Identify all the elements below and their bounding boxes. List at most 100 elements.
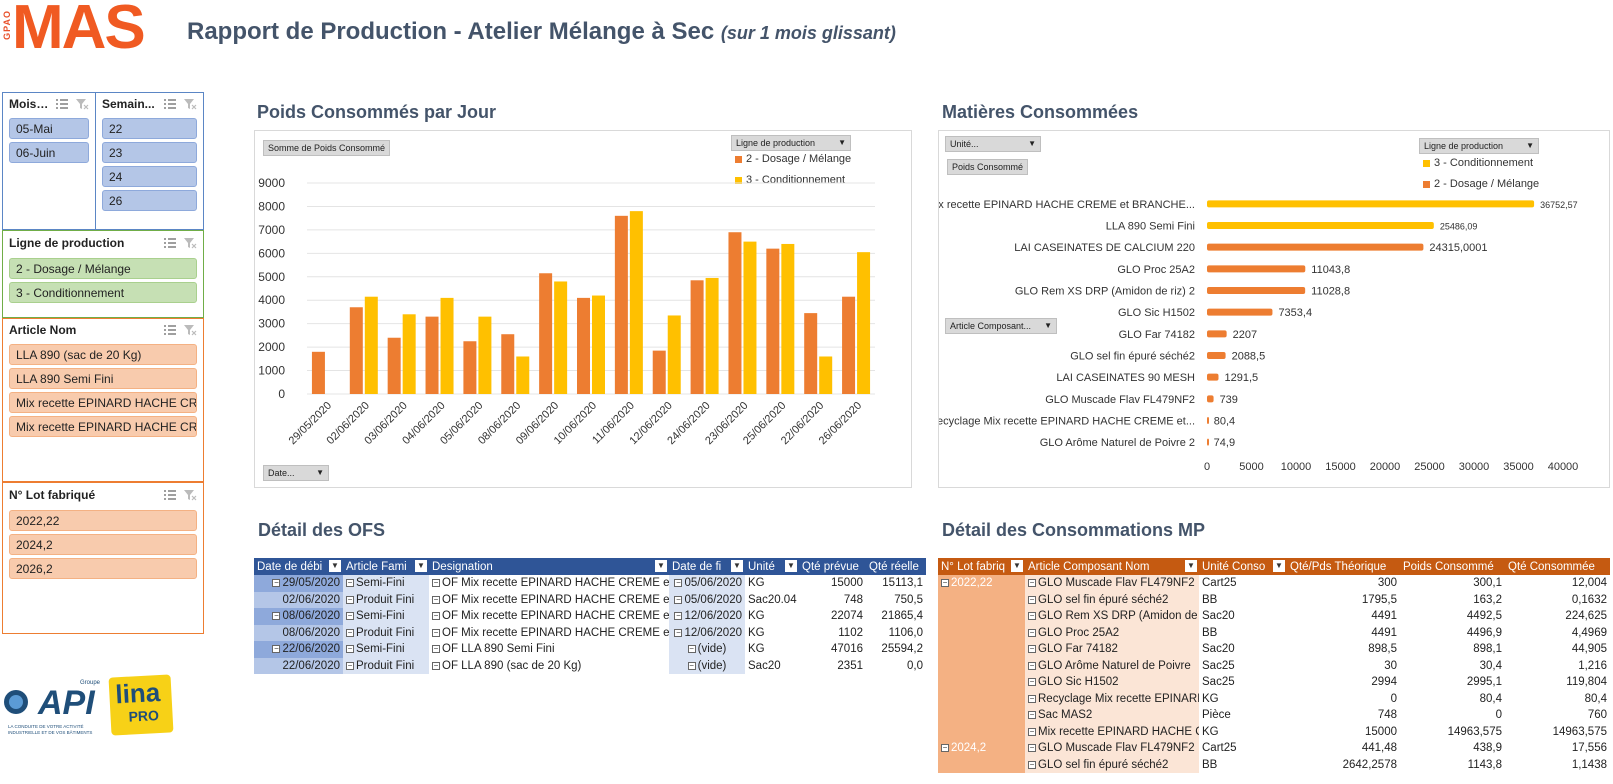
slicer-article-item[interactable]: LLA 890 Semi Fini <box>9 368 197 389</box>
collapse-icon[interactable]: − <box>1028 660 1036 670</box>
collapse-icon[interactable]: − <box>432 578 440 588</box>
bar[interactable] <box>804 313 818 394</box>
collapse-icon[interactable]: − <box>1028 644 1036 654</box>
collapse-icon[interactable]: − <box>1028 726 1036 736</box>
filter-dropdown-icon[interactable]: ▼ <box>1185 560 1197 572</box>
bar[interactable] <box>387 337 401 394</box>
bar[interactable] <box>629 211 643 394</box>
multi-select-icon[interactable] <box>163 489 177 501</box>
bar[interactable] <box>652 350 666 394</box>
bar[interactable] <box>1207 222 1434 229</box>
collapse-icon[interactable]: − <box>432 627 440 637</box>
collapse-icon[interactable]: − <box>687 660 696 670</box>
clear-filter-icon[interactable] <box>183 237 197 249</box>
collapse-icon[interactable]: − <box>1028 759 1036 769</box>
collapse-icon[interactable]: − <box>674 578 683 588</box>
bar[interactable] <box>539 273 553 394</box>
slicer-ligne-item[interactable]: 2 - Dosage / Mélange <box>9 258 197 279</box>
filter-dropdown-icon[interactable]: ▼ <box>415 560 427 572</box>
chart2-legend-pill[interactable]: Ligne de production ▼ <box>1419 138 1539 154</box>
multi-select-icon[interactable] <box>163 237 177 249</box>
slicer-semaine-item[interactable]: 22 <box>102 118 197 139</box>
ofs-header-cell[interactable]: Unité ▼ <box>745 558 799 575</box>
chart2-unit-pill[interactable]: Unité... ▼ <box>945 136 1041 152</box>
collapse-icon[interactable]: − <box>432 594 440 604</box>
collapse-icon[interactable]: − <box>1028 693 1036 703</box>
collapse-icon[interactable]: − <box>432 611 440 621</box>
slicer-ligne-item[interactable]: 3 - Conditionnement <box>9 282 197 303</box>
collapse-icon[interactable]: − <box>272 611 281 621</box>
ofs-header-cell[interactable]: Designation ▼ <box>429 558 669 575</box>
collapse-icon[interactable]: − <box>346 644 354 654</box>
collapse-icon[interactable]: − <box>1028 743 1036 753</box>
multi-select-icon[interactable] <box>163 98 177 110</box>
collapse-icon[interactable]: − <box>272 644 281 654</box>
mp-header-cell[interactable]: Unité Conso ▼ <box>1199 558 1287 575</box>
bar[interactable] <box>349 307 363 394</box>
collapse-icon[interactable]: − <box>272 578 281 588</box>
collapse-icon[interactable]: − <box>674 611 683 621</box>
chart2-value-pill[interactable]: Poids Consommé <box>947 159 1029 175</box>
bar[interactable] <box>743 241 757 394</box>
ofs-header-cell[interactable]: Date de fi ▼ <box>669 558 745 575</box>
filter-dropdown-icon[interactable]: ▼ <box>731 560 743 572</box>
collapse-icon[interactable]: − <box>1028 594 1036 604</box>
bar[interactable] <box>705 277 719 394</box>
collapse-icon[interactable]: − <box>346 660 354 670</box>
collapse-icon[interactable]: − <box>674 594 683 604</box>
bar[interactable] <box>1207 287 1306 294</box>
bar[interactable] <box>1207 352 1226 359</box>
chart1-axis-pill[interactable]: Date... ▼ <box>263 465 329 481</box>
filter-dropdown-icon[interactable]: ▼ <box>785 560 797 572</box>
collapse-icon[interactable]: − <box>1028 710 1036 720</box>
bar[interactable] <box>592 295 605 394</box>
slicer-article-item[interactable]: Mix recette EPINARD HACHE CR... <box>9 392 197 413</box>
bar[interactable] <box>728 232 742 394</box>
bar[interactable] <box>819 356 833 394</box>
bar[interactable] <box>667 315 681 394</box>
multi-select-icon[interactable] <box>55 98 69 110</box>
mp-header-cell[interactable]: Article Composant Nom ▼ <box>1025 558 1199 575</box>
bar[interactable] <box>781 243 795 394</box>
slicer-lot-item[interactable]: 2026,2 <box>9 558 197 579</box>
bar[interactable] <box>690 280 704 394</box>
filter-dropdown-icon[interactable]: ▼ <box>655 560 667 572</box>
bar[interactable] <box>614 215 628 394</box>
bar[interactable] <box>857 252 871 394</box>
slicer-semaine-item[interactable]: 26 <box>102 190 197 211</box>
collapse-icon[interactable]: − <box>432 660 440 670</box>
collapse-icon[interactable]: − <box>674 627 683 637</box>
collapse-icon[interactable]: − <box>1028 627 1036 637</box>
slicer-mois-item[interactable]: 06-Juin <box>9 142 89 163</box>
collapse-icon[interactable]: − <box>1028 677 1036 687</box>
chart2-axis-pill[interactable]: Article Composant... ▼ <box>945 318 1057 334</box>
slicer-lot-item[interactable]: 2022,22 <box>9 510 197 531</box>
bar[interactable] <box>1207 330 1227 338</box>
bar[interactable] <box>1207 243 1424 251</box>
bar[interactable] <box>364 296 378 394</box>
bar[interactable] <box>463 341 477 394</box>
bar[interactable] <box>1207 438 1209 446</box>
collapse-icon[interactable]: − <box>1028 611 1036 621</box>
chart1-value-pill[interactable]: Somme de Poids Consommé <box>263 140 391 156</box>
bar[interactable] <box>842 296 856 394</box>
bar[interactable] <box>1207 200 1535 208</box>
filter-dropdown-icon[interactable]: ▼ <box>1273 560 1285 572</box>
bar[interactable] <box>516 356 530 394</box>
bar[interactable] <box>425 316 439 394</box>
slicer-article-item[interactable]: Mix recette EPINARD HACHE CR... <box>9 416 197 437</box>
slicer-semaine-item[interactable]: 24 <box>102 166 197 187</box>
bar[interactable] <box>577 297 590 394</box>
bar[interactable] <box>440 297 454 394</box>
collapse-icon[interactable]: − <box>941 743 949 753</box>
bar[interactable] <box>1207 308 1273 316</box>
bar[interactable] <box>402 314 416 394</box>
bar[interactable] <box>1207 395 1214 403</box>
slicer-semaine-item[interactable]: 23 <box>102 142 197 163</box>
collapse-icon[interactable]: − <box>687 644 696 654</box>
bar[interactable] <box>478 316 492 394</box>
filter-dropdown-icon[interactable]: ▼ <box>1011 560 1023 572</box>
bar[interactable] <box>1207 373 1219 381</box>
multi-select-icon[interactable] <box>163 324 177 336</box>
clear-filter-icon[interactable] <box>183 489 197 501</box>
